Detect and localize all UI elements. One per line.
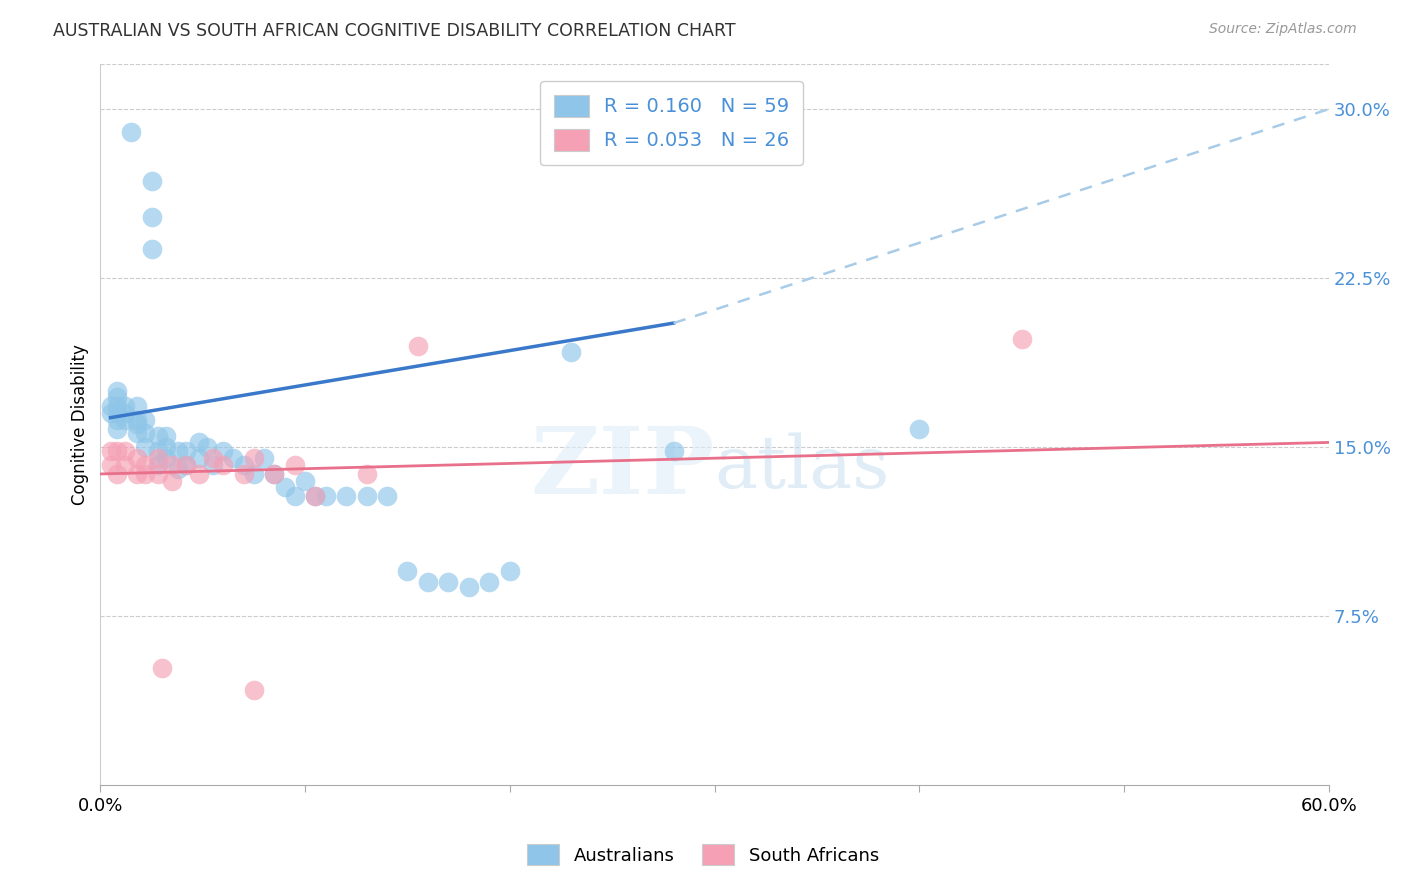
Point <box>273 480 295 494</box>
Point <box>100 458 122 472</box>
Point <box>141 174 163 188</box>
Point <box>127 426 149 441</box>
Point <box>100 400 122 414</box>
Text: AUSTRALIAN VS SOUTH AFRICAN COGNITIVE DISABILITY CORRELATION CHART: AUSTRALIAN VS SOUTH AFRICAN COGNITIVE DI… <box>53 22 737 40</box>
Point <box>146 467 169 481</box>
Point <box>478 575 501 590</box>
Point <box>146 451 169 466</box>
Point <box>155 451 177 466</box>
Point <box>243 683 266 698</box>
Point <box>212 458 235 472</box>
Point <box>120 125 142 139</box>
Point <box>662 444 685 458</box>
Point <box>127 467 149 481</box>
Point <box>335 490 357 504</box>
Point <box>105 444 128 458</box>
Text: atlas: atlas <box>714 433 890 503</box>
Point <box>134 413 156 427</box>
Point <box>315 490 337 504</box>
Point <box>141 242 163 256</box>
Point <box>396 564 419 578</box>
Point <box>105 413 128 427</box>
Point <box>127 451 149 466</box>
Point <box>457 580 479 594</box>
Point <box>232 458 254 472</box>
Point <box>134 440 156 454</box>
Point <box>146 458 169 472</box>
Point <box>356 490 378 504</box>
Point <box>134 467 156 481</box>
Point <box>167 462 190 476</box>
Point <box>187 435 209 450</box>
Point <box>284 458 307 472</box>
Point <box>243 467 266 481</box>
Point <box>127 417 149 432</box>
Point <box>114 444 136 458</box>
Point <box>146 444 169 458</box>
Point <box>100 406 122 420</box>
Point <box>253 451 276 466</box>
Point <box>134 458 156 472</box>
Point <box>105 406 128 420</box>
Legend: R = 0.160   N = 59, R = 0.053   N = 26: R = 0.160 N = 59, R = 0.053 N = 26 <box>540 81 803 165</box>
Text: Source: ZipAtlas.com: Source: ZipAtlas.com <box>1209 22 1357 37</box>
Point <box>100 444 122 458</box>
Point <box>1011 332 1033 346</box>
Point <box>304 490 326 504</box>
Point <box>356 467 378 481</box>
Point <box>212 444 235 458</box>
Point <box>114 458 136 472</box>
Point <box>437 575 460 590</box>
Point <box>416 575 439 590</box>
Point <box>499 564 522 578</box>
Point <box>201 451 224 466</box>
Point <box>222 451 245 466</box>
Point <box>127 400 149 414</box>
Point <box>114 400 136 414</box>
Point <box>560 345 582 359</box>
Point <box>304 490 326 504</box>
Point <box>176 458 198 472</box>
Point <box>155 440 177 454</box>
Point <box>406 338 429 352</box>
Point <box>263 467 285 481</box>
Point <box>294 474 316 488</box>
Y-axis label: Cognitive Disability: Cognitive Disability <box>72 344 89 505</box>
Point <box>375 490 398 504</box>
Point <box>105 390 128 404</box>
Point <box>160 458 183 472</box>
Point <box>187 451 209 466</box>
Point <box>167 444 190 458</box>
Point <box>146 428 169 442</box>
Point <box>263 467 285 481</box>
Point <box>201 458 224 472</box>
Point <box>160 474 183 488</box>
Point <box>127 413 149 427</box>
Point <box>176 458 198 472</box>
Point <box>114 413 136 427</box>
Point <box>155 428 177 442</box>
Point <box>243 451 266 466</box>
Point <box>232 467 254 481</box>
Point <box>134 426 156 441</box>
Point <box>284 490 307 504</box>
Point <box>114 406 136 420</box>
Point <box>176 444 198 458</box>
Point <box>150 660 173 674</box>
Point <box>187 467 209 481</box>
Point <box>105 422 128 436</box>
Point <box>141 211 163 225</box>
Point <box>195 440 218 454</box>
Legend: Australians, South Africans: Australians, South Africans <box>520 837 886 872</box>
Point <box>105 400 128 414</box>
Point <box>105 384 128 398</box>
Text: ZIP: ZIP <box>530 423 714 513</box>
Point <box>908 422 931 436</box>
Point <box>105 467 128 481</box>
